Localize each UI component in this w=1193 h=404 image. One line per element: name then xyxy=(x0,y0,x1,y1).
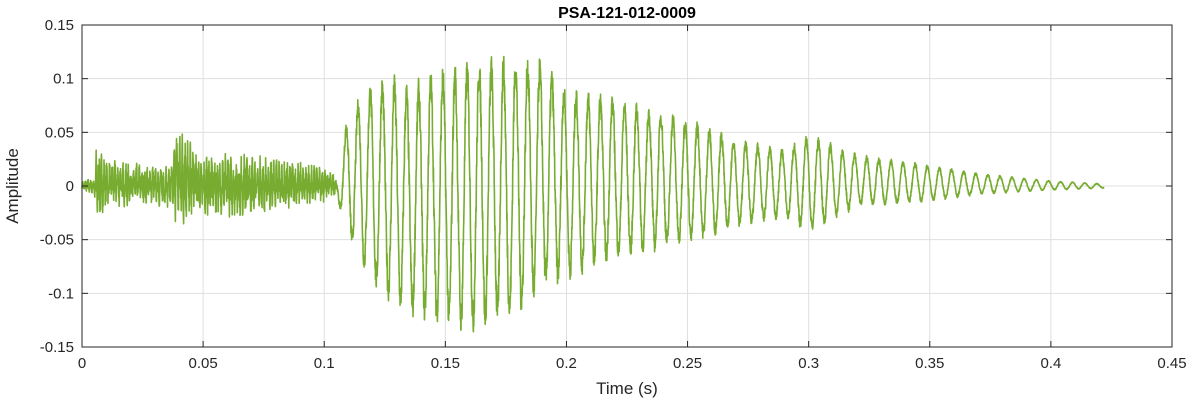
x-tick-label: 0.3 xyxy=(798,355,819,372)
y-tick-label: -0.15 xyxy=(40,339,74,356)
y-tick-label: -0.1 xyxy=(48,285,74,302)
y-tick-label: -0.05 xyxy=(40,232,74,249)
x-tick-label: 0.25 xyxy=(673,355,702,372)
x-tick-label: 0.1 xyxy=(314,355,335,372)
x-tick-label: 0.4 xyxy=(1040,355,1061,372)
chart-title: PSA-121-012-0009 xyxy=(558,5,696,22)
y-axis: -0.15 -0.1 -0.05 0 0.05 0.1 0.15 xyxy=(40,17,1172,356)
x-tick-label: 0 xyxy=(78,355,86,372)
waveform-series xyxy=(81,55,1105,333)
y-axis-label: Amplitude xyxy=(3,148,22,224)
x-tick-label: 0.2 xyxy=(556,355,577,372)
y-tick-label: 0.1 xyxy=(53,71,74,88)
y-tick-label: 0.15 xyxy=(45,17,74,34)
y-tick-label: 0 xyxy=(66,178,74,195)
x-tick-label: 0.45 xyxy=(1157,355,1186,372)
waveform-line xyxy=(81,55,1105,333)
x-axis-label: Time (s) xyxy=(596,379,658,398)
x-tick-label: 0.15 xyxy=(431,355,460,372)
x-tick-label: 0.05 xyxy=(189,355,218,372)
x-tick-label: 0.35 xyxy=(915,355,944,372)
x-axis: 0 0.05 0.1 0.15 0.2 0.25 0.3 0.35 0.4 0.45 xyxy=(78,25,1187,372)
y-tick-label: 0.05 xyxy=(45,124,74,141)
